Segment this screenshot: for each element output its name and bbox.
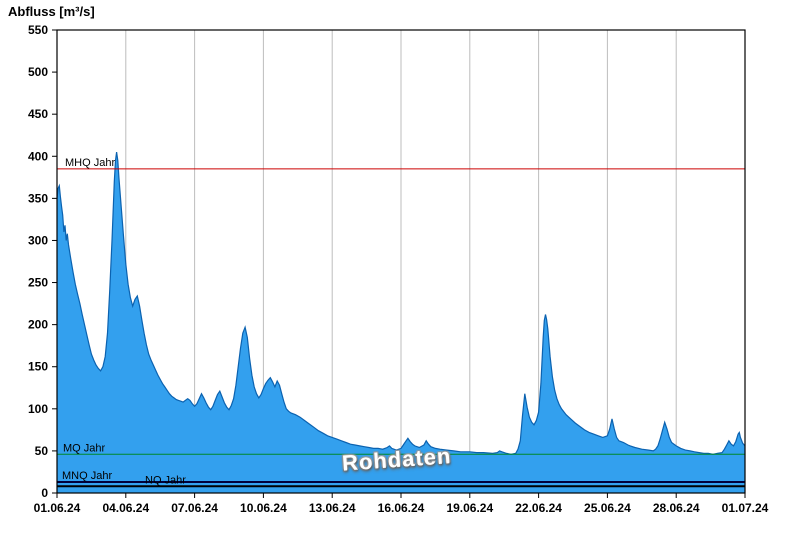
x-tick-label: 22.06.24: [515, 501, 562, 515]
y-tick-label: 350: [28, 191, 48, 205]
y-tick-label: 200: [28, 318, 48, 332]
y-tick-label: 400: [28, 149, 48, 163]
y-tick-label: 100: [28, 402, 48, 416]
discharge-line: [56, 152, 746, 455]
x-tick-label: 07.06.24: [171, 501, 218, 515]
refline-label-mq: MQ Jahr: [63, 442, 106, 454]
chart-title: Abfluss [m³/s]: [8, 4, 95, 19]
x-tick-label: 01.06.24: [34, 501, 81, 515]
y-tick-label: 550: [28, 23, 48, 37]
x-tick-label: 19.06.24: [446, 501, 493, 515]
x-tick-label: 04.06.24: [102, 501, 149, 515]
x-tick-label: 16.06.24: [378, 501, 425, 515]
x-tick-label: 01.07.24: [722, 501, 769, 515]
x-tick-label: 13.06.24: [309, 501, 356, 515]
x-tick-label: 28.06.24: [653, 501, 700, 515]
x-tick-label: 25.06.24: [584, 501, 631, 515]
discharge-area: [57, 152, 745, 493]
refline-label-mhq: MHQ Jahr: [65, 157, 115, 169]
y-tick-label: 300: [28, 233, 48, 247]
refline-label-mnq: MNQ Jahr: [62, 470, 112, 482]
y-tick-label: 500: [28, 65, 48, 79]
x-tick-label: 10.06.24: [240, 501, 287, 515]
y-tick-label: 50: [35, 444, 49, 458]
y-tick-label: 0: [41, 486, 48, 500]
y-tick-label: 250: [28, 276, 48, 290]
y-tick-label: 450: [28, 107, 48, 121]
refline-label-nq: NQ Jahr: [145, 474, 186, 486]
y-tick-label: 150: [28, 360, 48, 374]
